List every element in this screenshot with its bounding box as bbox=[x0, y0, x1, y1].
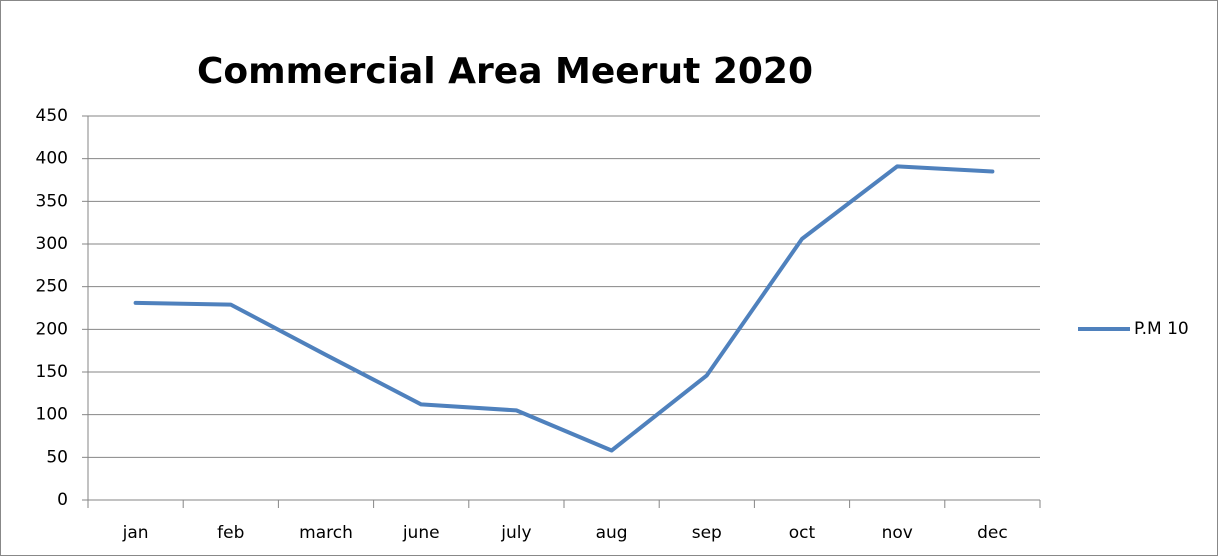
x-tick-label: jan bbox=[122, 523, 149, 543]
y-tick-label: 50 bbox=[46, 447, 68, 467]
x-tick-label: aug bbox=[596, 523, 628, 543]
y-tick-label: 0 bbox=[57, 490, 68, 510]
legend-label: P.M 10 bbox=[1134, 319, 1189, 339]
x-tick-label: dec bbox=[977, 523, 1008, 543]
x-tick-label: feb bbox=[217, 523, 244, 543]
x-tick-label: march bbox=[299, 523, 353, 543]
x-tick-label: oct bbox=[789, 523, 816, 543]
y-tick-label: 100 bbox=[36, 405, 68, 425]
x-tick-label: june bbox=[402, 523, 440, 543]
x-tick-label: july bbox=[500, 523, 531, 543]
y-tick-label: 150 bbox=[36, 362, 68, 382]
x-tick-label: nov bbox=[882, 523, 913, 543]
y-tick-label: 250 bbox=[36, 277, 68, 297]
data-line bbox=[133, 164, 995, 453]
y-tick-label: 300 bbox=[36, 234, 68, 254]
y-tick-label: 400 bbox=[36, 149, 68, 169]
y-tick-label: 350 bbox=[36, 191, 68, 211]
y-tick-label: 450 bbox=[36, 106, 68, 126]
x-tick-label: sep bbox=[692, 523, 722, 543]
chart-title: Commercial Area Meerut 2020 bbox=[197, 51, 813, 92]
y-tick-label: 200 bbox=[36, 319, 68, 339]
